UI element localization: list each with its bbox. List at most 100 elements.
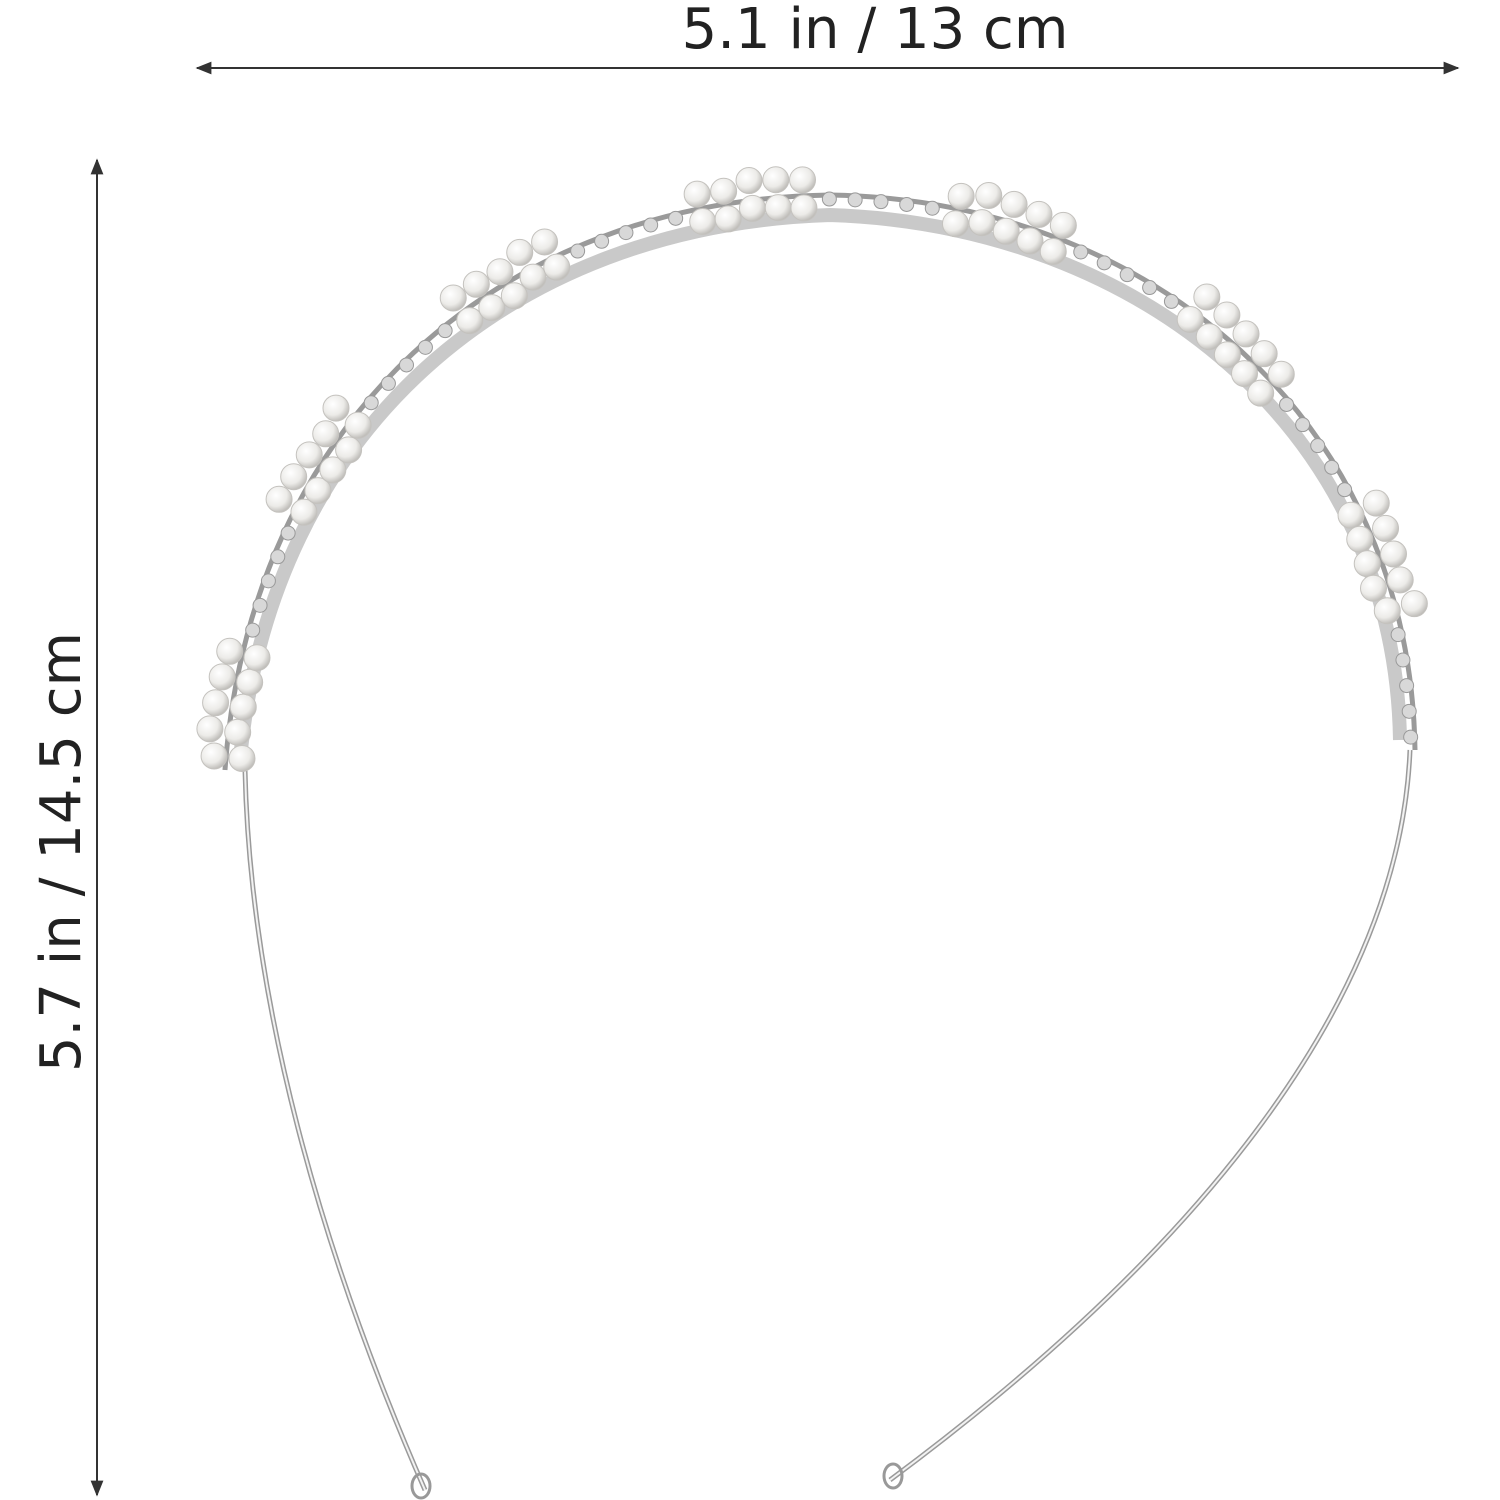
pearl — [500, 282, 528, 310]
rhinestone — [1279, 396, 1295, 412]
rhinestone — [1310, 438, 1326, 454]
rhinestone — [1163, 293, 1179, 309]
rhinestone — [1390, 627, 1406, 643]
pearl — [519, 263, 547, 291]
right-wire-highlight — [889, 749, 1411, 1481]
rhinestone — [399, 357, 415, 373]
pearl — [947, 182, 975, 210]
pearl — [1195, 323, 1223, 351]
pearl — [1353, 550, 1381, 578]
pearl — [1213, 341, 1241, 369]
width-label: 5.1 in / 13 cm — [682, 0, 1069, 62]
rhinestone — [260, 573, 276, 589]
rhinestone — [847, 192, 863, 208]
pearl — [941, 210, 969, 238]
right-wire — [888, 749, 1413, 1483]
pearl — [992, 217, 1020, 245]
pearl — [1016, 227, 1044, 255]
rhinestone — [668, 210, 684, 226]
pearl — [1039, 237, 1067, 265]
pearl — [714, 205, 742, 233]
pearl — [1049, 211, 1077, 239]
pearl — [224, 718, 252, 746]
rhinestone — [1073, 244, 1089, 260]
pearl — [1373, 597, 1401, 625]
rhinestone — [1324, 459, 1340, 475]
rhinestone — [1119, 267, 1135, 283]
top-band — [222, 192, 1418, 771]
pearl — [1000, 190, 1028, 218]
pearl — [738, 194, 766, 222]
pearl — [304, 477, 332, 505]
pearl — [1380, 540, 1408, 568]
pearl — [196, 715, 224, 743]
rhinestone — [270, 549, 286, 565]
pearl — [312, 420, 340, 448]
rhinestone — [380, 375, 396, 391]
pearl — [439, 284, 467, 312]
pearl — [1250, 340, 1278, 368]
rhinestone — [1096, 255, 1112, 271]
rhinestone — [1403, 729, 1419, 745]
rhinestone — [821, 191, 837, 207]
rhinestone — [1395, 652, 1411, 668]
rhinestone — [570, 243, 586, 259]
pearl — [975, 181, 1003, 209]
pearl — [335, 436, 363, 464]
rhinestone — [1401, 703, 1417, 719]
pearl — [478, 294, 506, 322]
pearl — [200, 742, 228, 770]
pearl — [1400, 590, 1428, 618]
pearl — [202, 689, 230, 717]
pearl — [1386, 566, 1414, 594]
pearl — [280, 463, 308, 491]
rhinestone — [245, 622, 261, 638]
rhinestone — [643, 217, 659, 233]
pearl — [265, 485, 293, 513]
height-label: 5.7 in / 14.5 cm — [29, 632, 94, 1072]
pearl — [968, 209, 996, 237]
rhinestone — [280, 525, 296, 541]
pearl — [344, 411, 372, 439]
pearl — [216, 637, 244, 665]
rhinestone — [1295, 417, 1311, 433]
rhinestone — [363, 395, 379, 411]
pearl — [290, 498, 318, 526]
pearl — [1176, 305, 1204, 333]
left-tip — [410, 1472, 432, 1500]
pearl — [228, 744, 256, 772]
rhinestone — [252, 597, 268, 613]
left-wire — [242, 769, 428, 1492]
pearl — [1346, 525, 1374, 553]
rhinestone — [618, 225, 634, 241]
rhinestone — [1399, 678, 1415, 694]
pearl — [790, 194, 818, 222]
pearl — [762, 166, 790, 194]
pearl — [735, 167, 763, 195]
pearl — [1231, 360, 1259, 388]
pearl — [295, 441, 323, 469]
pearl — [1025, 200, 1053, 228]
pearl — [1267, 360, 1295, 388]
pearl — [710, 177, 738, 205]
rhinestone — [899, 196, 915, 212]
pearl — [1232, 320, 1260, 348]
rhinestone — [594, 233, 610, 249]
pearl — [1362, 489, 1390, 517]
pearl — [689, 208, 717, 236]
pearl — [319, 456, 347, 484]
pearl — [208, 663, 236, 691]
rhinestone — [417, 339, 433, 355]
pearl — [506, 238, 534, 266]
rhinestone — [437, 323, 453, 339]
pearl — [543, 253, 571, 281]
pearl — [229, 693, 257, 721]
pearl — [683, 180, 711, 208]
pearl — [789, 166, 817, 194]
rhinestone — [1142, 280, 1158, 296]
left-wire-highlight — [244, 769, 426, 1491]
pearl — [462, 270, 490, 298]
pearl — [531, 228, 559, 256]
pearl — [456, 307, 484, 335]
